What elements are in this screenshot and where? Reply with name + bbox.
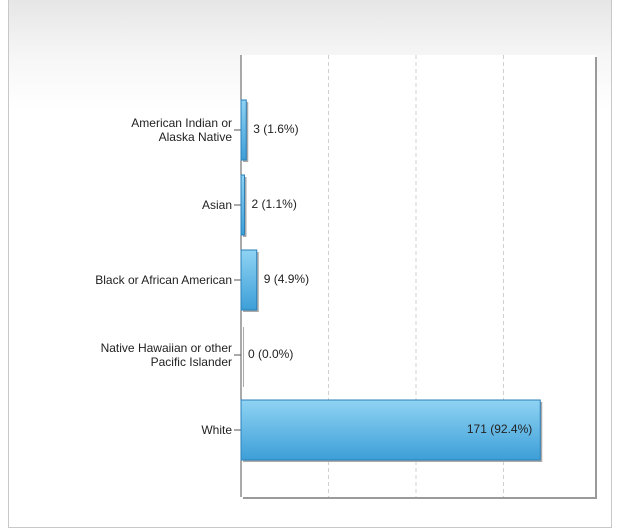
value-label: 9 (4.9%) [264,272,309,286]
bar [240,174,245,236]
y-tick-label: Asian [201,198,232,212]
value-label: 171 (92.4%) [467,422,532,436]
y-tick-label: Native Hawaiian or other Pacific Islande… [100,341,232,369]
value-label: 3 (1.6%) [253,122,298,136]
bar [240,249,258,311]
y-tick-label: Black or African American [95,273,232,287]
y-tick-label: White [201,423,232,437]
bar [240,99,247,161]
bar-shadow [243,327,244,387]
bar [240,399,541,461]
y-tick-label: American Indian or Alaska Native [131,116,232,144]
value-label: 2 (1.1%) [252,197,297,211]
value-label: 0 (0.0%) [248,347,293,361]
